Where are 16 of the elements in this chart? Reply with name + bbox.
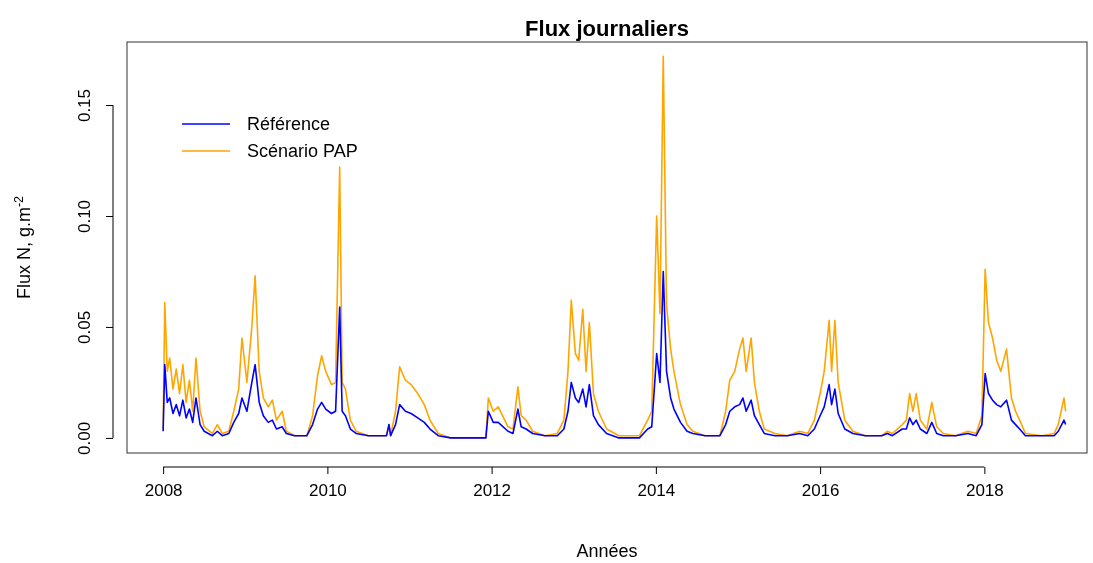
x-tick-label: 2016 <box>801 480 840 500</box>
legend-label: Référence <box>247 114 331 134</box>
legend-label: Scénario PAP <box>247 141 358 161</box>
x-tick-label: 2014 <box>637 480 676 500</box>
line-series <box>162 270 1067 439</box>
y-tick-label: 0.00 <box>74 421 94 455</box>
x-tick-label: 2010 <box>308 480 347 500</box>
chart-title: Flux journaliers <box>525 16 689 41</box>
y-tick-label: 0.05 <box>74 310 94 344</box>
y-tick-label: 0.10 <box>74 199 94 234</box>
line-series <box>162 55 1067 439</box>
x-tick-label: 2018 <box>965 480 1004 500</box>
y-tick-label: 0.15 <box>74 88 94 123</box>
x-axis-title: Années <box>576 541 638 561</box>
x-tick-label: 2012 <box>473 480 512 500</box>
x-tick-label: 2008 <box>144 480 183 500</box>
